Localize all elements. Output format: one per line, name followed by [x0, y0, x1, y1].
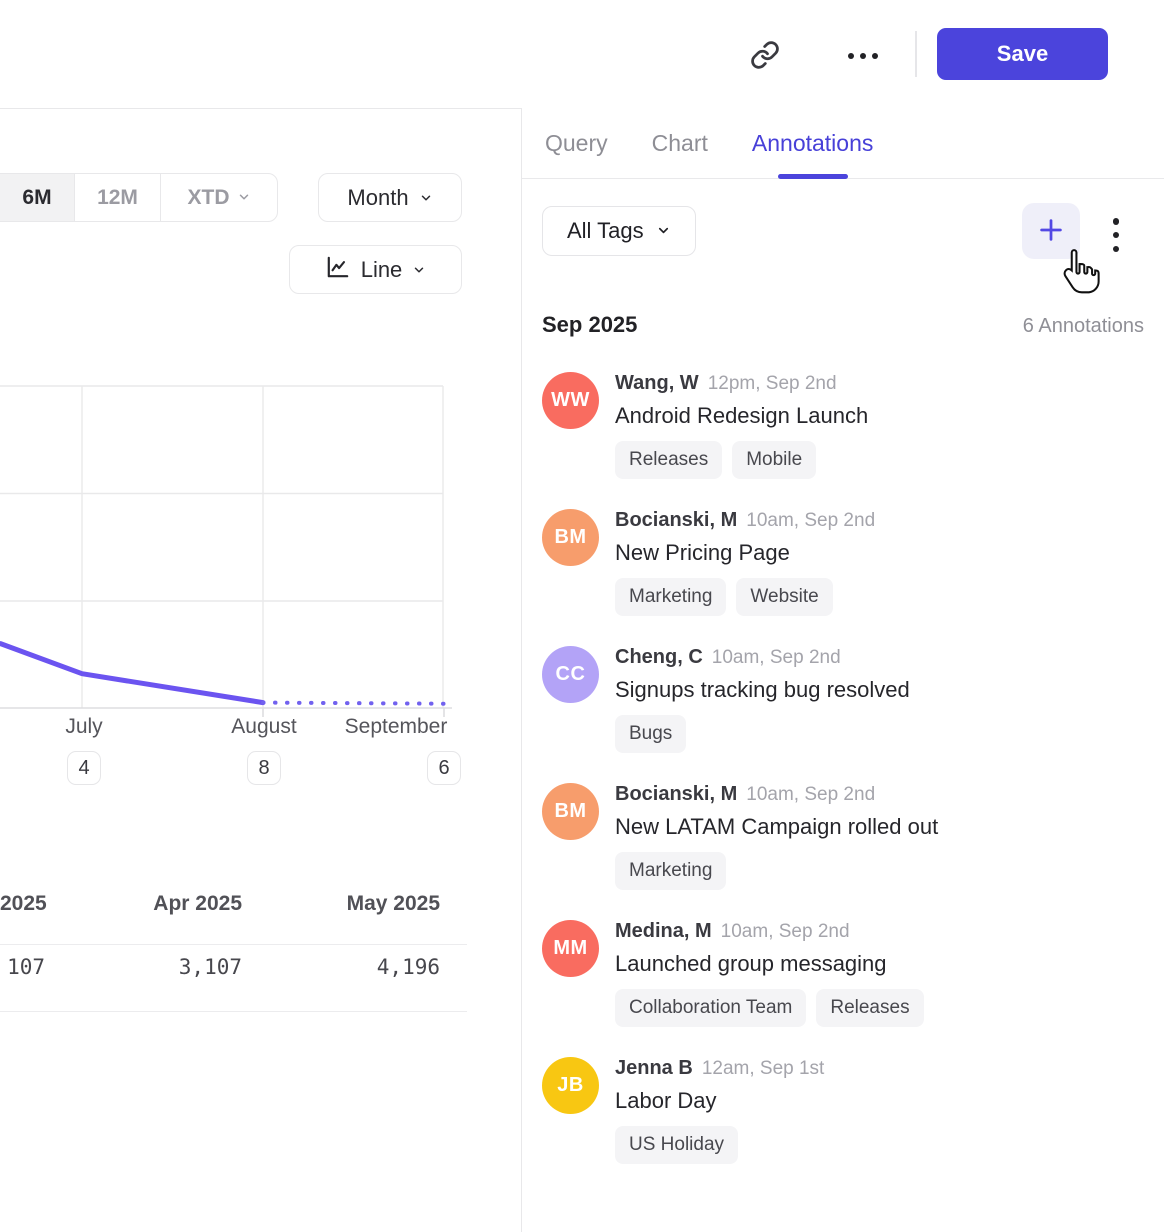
- annotation-title: Android Redesign Launch: [615, 403, 869, 428]
- all-tags-filter-dropdown[interactable]: All Tags: [542, 206, 696, 256]
- copy-link-button[interactable]: [748, 40, 782, 72]
- tab-chart[interactable]: Chart: [651, 129, 708, 156]
- avatar: BM: [542, 509, 599, 566]
- annotation-timestamp: 10am, Sep 2nd: [720, 921, 850, 942]
- table-divider: [0, 944, 467, 945]
- table-header-may: May 2025: [346, 892, 440, 915]
- range-tab-12m[interactable]: 12M: [75, 174, 161, 221]
- x-axis-labels: July August September: [0, 715, 522, 743]
- chevron-down-icon: [412, 257, 426, 283]
- more-vertical-icon: [1112, 218, 1120, 225]
- more-horizontal-icon: [872, 53, 878, 59]
- chart-series-dotted: [261, 700, 446, 706]
- annotation-timestamp: 10am, Sep 2nd: [746, 510, 876, 531]
- annotations-menu-button[interactable]: [1106, 218, 1126, 252]
- more-vertical-icon: [1112, 231, 1120, 239]
- more-horizontal-icon: [860, 53, 866, 59]
- table-header-clipped: 2025: [0, 892, 47, 915]
- annotation-tag[interactable]: US Holiday: [615, 1126, 739, 1164]
- table-header-apr: Apr 2025: [153, 892, 242, 915]
- annotation-item[interactable]: CC Cheng, C 10am, Sep 2nd Signups tracki…: [542, 646, 1144, 753]
- annotation-tag[interactable]: Collaboration Team: [615, 989, 807, 1027]
- table-value-row: 107 3,107 4,196: [0, 955, 467, 991]
- save-button[interactable]: Save: [937, 28, 1108, 80]
- tab-query[interactable]: Query: [545, 129, 608, 156]
- annotation-tag[interactable]: Releases: [816, 989, 924, 1027]
- plus-icon: [1036, 215, 1066, 248]
- annotation-author: Medina, M: [615, 920, 712, 942]
- annotation-author: Wang, W: [615, 372, 699, 394]
- chart-panel: 6M 12M XTD Month Line: [0, 108, 522, 1232]
- table-value-clipped: 107: [7, 955, 45, 979]
- annotations-panel: Query Chart Annotations All Tags Sep 202…: [522, 108, 1164, 1232]
- annotation-item[interactable]: BM Bocianski, M 10am, Sep 2nd New Pricin…: [542, 509, 1144, 616]
- annotation-timestamp: 12pm, Sep 2nd: [707, 373, 837, 394]
- annotation-title: Signups tracking bug resolved: [615, 677, 910, 702]
- annotation-tag[interactable]: Marketing: [615, 852, 727, 890]
- annotation-tag[interactable]: Releases: [615, 441, 723, 479]
- granularity-dropdown[interactable]: Month: [318, 173, 462, 222]
- chevron-down-icon: [656, 218, 671, 244]
- link-icon: [750, 40, 780, 73]
- table-header-row: 2025 Apr 2025 May 2025: [0, 892, 467, 926]
- header-divider: [915, 31, 917, 77]
- range-tab-6m[interactable]: 6M: [0, 174, 75, 221]
- annotation-tag[interactable]: Mobile: [732, 441, 817, 479]
- annotations-list: WW Wang, W 12pm, Sep 2nd Android Redesig…: [542, 372, 1144, 1164]
- annotations-section-header: Sep 2025 6 Annotations: [542, 312, 1144, 338]
- chevron-down-icon: [237, 186, 251, 210]
- line-chart-icon: [325, 254, 351, 286]
- more-vertical-icon: [1112, 245, 1120, 252]
- top-header: Save: [0, 0, 1164, 108]
- x-tick-july: July: [65, 715, 103, 738]
- table-value-apr: 3,107: [178, 955, 242, 979]
- annotation-author: Cheng, C: [615, 646, 703, 668]
- range-tab-xtd[interactable]: XTD: [161, 174, 277, 221]
- annotation-title: New LATAM Campaign rolled out: [615, 814, 939, 839]
- table-divider: [0, 1011, 467, 1012]
- annotation-item[interactable]: MM Medina, M 10am, Sep 2nd Launched grou…: [542, 920, 1144, 1027]
- avatar: BM: [542, 783, 599, 840]
- annotation-title: New Pricing Page: [615, 540, 790, 565]
- tab-annotations[interactable]: Annotations: [752, 108, 873, 178]
- avatar: JB: [542, 1057, 599, 1114]
- panel-tabs: Query Chart Annotations: [522, 108, 1164, 179]
- annotation-tag[interactable]: Bugs: [615, 715, 687, 753]
- annotation-title: Launched group messaging: [615, 951, 887, 976]
- annotation-count-badge-july[interactable]: 4: [67, 751, 101, 785]
- chart-gridlines: [0, 385, 444, 708]
- annotation-author: Jenna B: [615, 1057, 693, 1079]
- table-value-may: 4,196: [376, 955, 440, 979]
- date-range-segmented-control: 6M 12M XTD: [0, 173, 278, 222]
- annotation-item[interactable]: WW Wang, W 12pm, Sep 2nd Android Redesig…: [542, 372, 1144, 479]
- annotation-timestamp: 10am, Sep 2nd: [711, 647, 841, 668]
- annotation-tag[interactable]: Marketing: [615, 578, 727, 616]
- annotation-count-badge-september[interactable]: 6: [427, 751, 461, 785]
- x-tick-august: August: [231, 715, 297, 738]
- avatar: MM: [542, 920, 599, 977]
- annotation-item[interactable]: BM Bocianski, M 10am, Sep 2nd New LATAM …: [542, 783, 1144, 890]
- add-annotation-button[interactable]: [1022, 203, 1080, 259]
- avatar: CC: [542, 646, 599, 703]
- section-annotation-count: 6 Annotations: [1022, 315, 1144, 337]
- more-options-button[interactable]: [844, 44, 882, 68]
- line-chart[interactable]: [0, 371, 470, 731]
- annotation-count-badge-august[interactable]: 8: [247, 751, 281, 785]
- x-tick-september: September: [344, 715, 448, 738]
- annotation-tag[interactable]: Website: [736, 578, 833, 616]
- chart-series-solid: [0, 641, 266, 706]
- annotation-title: Labor Day: [615, 1088, 717, 1113]
- chevron-down-icon: [419, 185, 433, 211]
- annotation-author: Bocianski, M: [615, 783, 738, 805]
- chart-axis: [0, 707, 452, 717]
- annotation-timestamp: 12am, Sep 1st: [701, 1058, 825, 1079]
- chart-type-dropdown[interactable]: Line: [289, 245, 462, 294]
- more-horizontal-icon: [848, 53, 854, 59]
- annotation-author: Bocianski, M: [615, 509, 738, 531]
- section-month-label: Sep 2025: [542, 312, 638, 337]
- annotation-timestamp: 10am, Sep 2nd: [746, 784, 876, 805]
- annotation-item[interactable]: JB Jenna B 12am, Sep 1st Labor Day US Ho…: [542, 1057, 1144, 1164]
- avatar: WW: [542, 372, 599, 429]
